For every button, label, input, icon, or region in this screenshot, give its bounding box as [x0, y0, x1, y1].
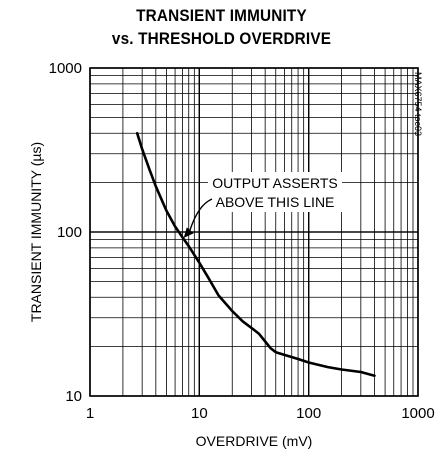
annotation-line-1: OUTPUT ASSERTS	[212, 175, 338, 191]
series-line	[137, 133, 374, 375]
y-tick-label: 1000	[49, 60, 82, 77]
x-tick-label: 1000	[401, 405, 434, 422]
x-tick-label: 100	[296, 405, 321, 422]
x-tick-label: 1	[86, 405, 94, 422]
annotation-line-2: ABOVE THIS LINE	[216, 194, 335, 210]
y-tick-label: 100	[57, 224, 82, 241]
x-tick-label: 10	[191, 405, 208, 422]
grid-lines	[90, 68, 418, 396]
x-axis-label: OVERDRIVE (mV)	[196, 433, 313, 449]
y-tick-label: 10	[65, 388, 82, 405]
y-axis-label: TRANSIENT IMMUNITY (µs)	[28, 142, 44, 322]
figure-code-label: MAX6754 toc03	[413, 72, 423, 136]
